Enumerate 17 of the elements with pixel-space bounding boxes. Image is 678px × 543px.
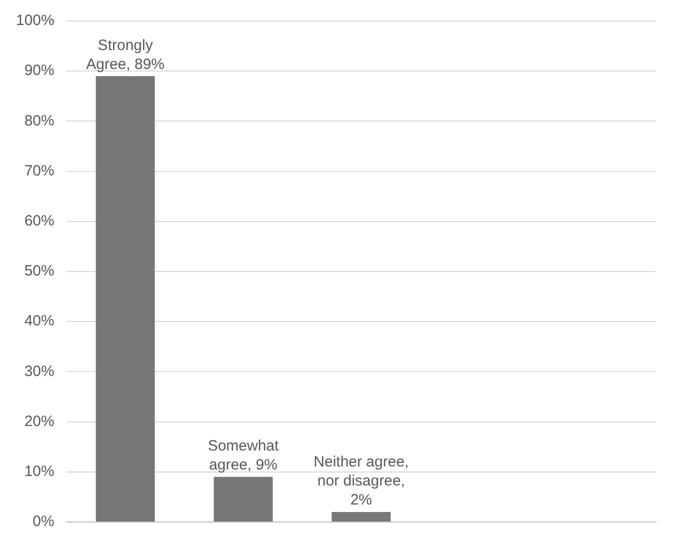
y-tick-label: 80% bbox=[24, 112, 54, 130]
y-tick-label: 20% bbox=[24, 412, 54, 430]
bar bbox=[214, 476, 273, 522]
y-tick-label: 100% bbox=[16, 12, 54, 30]
y-tick-label: 50% bbox=[24, 262, 54, 280]
data-label: Neither agree, nor disagree, 2% bbox=[314, 454, 409, 509]
y-tick-label: 70% bbox=[24, 162, 54, 180]
y-tick-label: 60% bbox=[24, 212, 54, 230]
y-tick-label: 30% bbox=[24, 362, 54, 380]
y-tick-label: 0% bbox=[32, 513, 54, 530]
y-tick-label: 10% bbox=[24, 463, 54, 480]
bar bbox=[332, 512, 391, 522]
data-label: Strongly Agree, 89% bbox=[86, 36, 165, 73]
y-tick-label: 90% bbox=[24, 62, 54, 80]
y-tick-label: 40% bbox=[24, 312, 54, 330]
data-label: Somewhat agree, 9% bbox=[208, 438, 280, 474]
bar bbox=[96, 76, 155, 522]
